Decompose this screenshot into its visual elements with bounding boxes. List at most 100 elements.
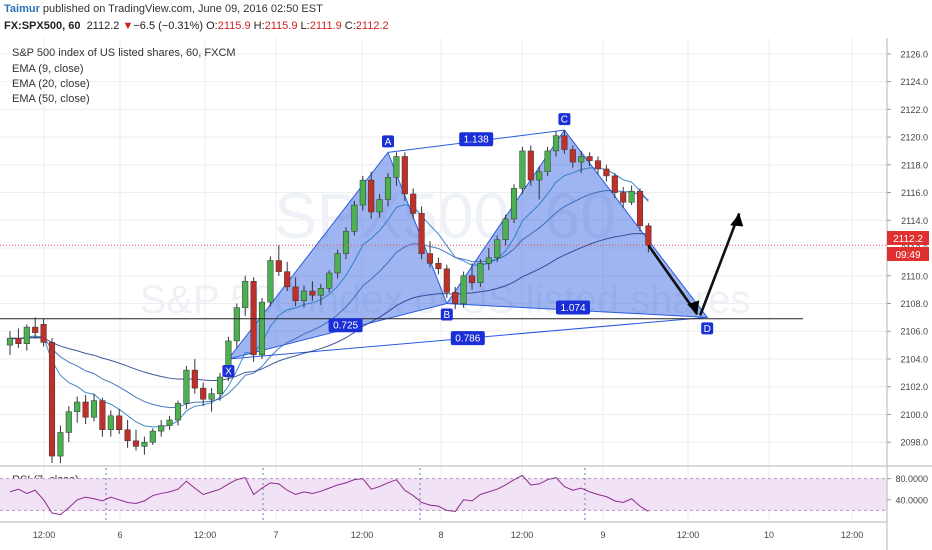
- candle[interactable]: [158, 420, 165, 437]
- candle[interactable]: [200, 382, 207, 407]
- candle[interactable]: [334, 249, 341, 279]
- candle[interactable]: [107, 410, 114, 437]
- candle[interactable]: [636, 188, 644, 232]
- candle[interactable]: [191, 358, 198, 394]
- ratio-bd-tag[interactable]: [556, 300, 590, 315]
- candle[interactable]: [435, 257, 442, 275]
- candle[interactable]: [460, 271, 467, 308]
- candle[interactable]: [510, 184, 518, 224]
- candle[interactable]: [284, 261, 291, 292]
- ratio-xd-tag[interactable]: [450, 331, 485, 346]
- candle[interactable]: [166, 415, 173, 430]
- candle[interactable]: [149, 428, 156, 445]
- candle[interactable]: [569, 145, 576, 168]
- countdown-badge: [887, 247, 929, 261]
- candle[interactable]: [519, 146, 526, 194]
- candle[interactable]: [359, 175, 366, 211]
- candle[interactable]: [116, 408, 123, 434]
- candle[interactable]: [216, 372, 224, 401]
- candle[interactable]: [502, 214, 509, 246]
- price-axis[interactable]: 2126.0 2124.0 2122.0 2120.0 2118.0 2116.0 2114…: [886, 38, 928, 550]
- candle[interactable]: [384, 173, 392, 207]
- candle[interactable]: [468, 263, 476, 290]
- candle[interactable]: [443, 264, 450, 298]
- candle[interactable]: [309, 281, 316, 301]
- candle[interactable]: [326, 270, 333, 293]
- candle[interactable]: [393, 152, 400, 186]
- candle[interactable]: [426, 241, 434, 268]
- candle[interactable]: [477, 259, 484, 287]
- pattern-overlays[interactable]: X A B C D 0.725 1.138 1.074 0.786: [0, 113, 887, 377]
- candle[interactable]: [99, 397, 106, 437]
- candle[interactable]: [494, 235, 501, 262]
- candle[interactable]: [552, 131, 560, 157]
- projection-arrow-down[interactable]: [647, 244, 699, 316]
- candle-body: [393, 156, 400, 178]
- pattern-point-b-marker[interactable]: [440, 308, 453, 321]
- ratio-xb-tag[interactable]: [328, 318, 363, 333]
- candle[interactable]: [242, 275, 249, 316]
- candle[interactable]: [48, 338, 56, 463]
- candle[interactable]: [628, 185, 635, 206]
- candle[interactable]: [561, 130, 568, 154]
- candle[interactable]: [292, 277, 299, 307]
- candle[interactable]: [300, 285, 308, 308]
- candle[interactable]: [183, 365, 190, 409]
- candle[interactable]: [267, 256, 274, 307]
- candle[interactable]: [258, 297, 266, 359]
- candle[interactable]: [208, 388, 215, 412]
- candle[interactable]: [603, 164, 610, 182]
- candle[interactable]: [368, 171, 375, 219]
- candle[interactable]: [620, 187, 627, 208]
- candle[interactable]: [174, 400, 182, 426]
- candle[interactable]: [124, 420, 131, 448]
- candle[interactable]: [485, 248, 492, 271]
- candle[interactable]: [90, 393, 98, 422]
- candle[interactable]: [40, 318, 47, 347]
- candle[interactable]: [376, 193, 383, 218]
- candle[interactable]: [351, 200, 358, 236]
- candle[interactable]: [317, 284, 324, 305]
- candle[interactable]: [141, 436, 148, 455]
- candles[interactable]: [6, 130, 652, 463]
- candle[interactable]: [65, 406, 72, 443]
- legend-ema20[interactable]: EMA (20, close): [12, 78, 90, 90]
- ratio-ac-tag[interactable]: [459, 132, 494, 147]
- candle[interactable]: [57, 425, 64, 463]
- candle[interactable]: [536, 166, 543, 200]
- candle[interactable]: [6, 331, 14, 355]
- legend-ema50[interactable]: EMA (50, close): [12, 93, 90, 105]
- candle[interactable]: [418, 206, 425, 260]
- candle[interactable]: [15, 328, 22, 348]
- candle[interactable]: [82, 395, 89, 425]
- candle[interactable]: [452, 286, 459, 310]
- candle[interactable]: [578, 150, 585, 174]
- candle[interactable]: [594, 156, 602, 175]
- candle[interactable]: [275, 245, 282, 276]
- author-link[interactable]: Taimur: [4, 3, 40, 15]
- candle[interactable]: [32, 317, 39, 339]
- candle[interactable]: [132, 429, 140, 451]
- candle[interactable]: [342, 227, 350, 260]
- candle-body: [116, 415, 123, 430]
- candle[interactable]: [611, 173, 618, 199]
- candle[interactable]: [586, 152, 593, 167]
- pattern-point-d-marker[interactable]: [701, 322, 714, 335]
- projection-arrow-up[interactable]: [698, 212, 741, 316]
- pattern-point-x-marker[interactable]: [222, 364, 235, 377]
- symbol-label[interactable]: FX:SPX500, 60: [4, 20, 81, 32]
- candle[interactable]: [74, 396, 81, 423]
- candle[interactable]: [23, 324, 30, 351]
- candle[interactable]: [544, 146, 551, 176]
- candle[interactable]: [527, 145, 534, 186]
- candle[interactable]: [410, 188, 417, 219]
- candle[interactable]: [233, 303, 240, 348]
- candle[interactable]: [401, 152, 408, 201]
- candle[interactable]: [250, 277, 257, 362]
- time-axis[interactable]: 12:00 6 12:00 7 12:00 8 12:00 9 12:00 10 12:00: [0, 521, 887, 540]
- pattern-point-c-marker[interactable]: [558, 113, 571, 126]
- pattern-point-a-marker[interactable]: [382, 135, 394, 148]
- legend-ema9[interactable]: EMA (9, close): [12, 63, 84, 75]
